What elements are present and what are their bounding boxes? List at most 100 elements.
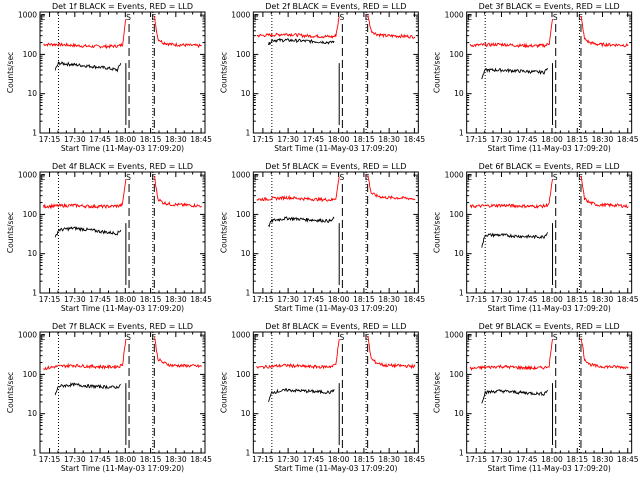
y-tick-label: 1000 xyxy=(18,331,37,340)
y-tick-label: 10 xyxy=(241,249,251,258)
y-tick-label: 10 xyxy=(27,249,37,258)
chart-panel-8: Det 8f BLACK = Events, RED = LLD 1 10 100 10… xyxy=(219,322,425,473)
y-tick-label: 1 xyxy=(459,289,464,298)
chart-panel-4: Det 4f BLACK = Events, RED = LLD 1 10 100 10… xyxy=(6,162,212,313)
event-marker-E: E xyxy=(254,333,259,342)
event-marker-S: S xyxy=(553,333,558,342)
y-tick-label: 1 xyxy=(459,449,464,458)
x-tick-label: 17:15 xyxy=(465,455,487,464)
event-marker-E: E xyxy=(578,173,583,182)
y-tick-label: 1 xyxy=(32,129,37,138)
x-tick-label: 18:15 xyxy=(140,455,162,464)
x-tick-label: 18:15 xyxy=(566,455,588,464)
x-axis-label: Start Time (11-May-03 17:09:20) xyxy=(61,144,184,153)
x-tick-label: 18:45 xyxy=(617,455,639,464)
x-tick-label: 18:00 xyxy=(541,135,563,144)
x-tick-label: 18:30 xyxy=(378,135,400,144)
x-tick-label: 17:30 xyxy=(64,455,86,464)
event-marker-S: S xyxy=(126,333,131,342)
x-tick-label: 17:30 xyxy=(277,135,299,144)
lld-series-line xyxy=(580,338,629,370)
y-axis-label: Counts/sec xyxy=(219,372,228,413)
events-series-line xyxy=(481,389,548,404)
chart-title: Det 3f BLACK = Events, RED = LLD xyxy=(479,2,620,11)
y-tick-label: 1000 xyxy=(445,331,464,340)
lld-series-line xyxy=(580,175,629,209)
x-tick-label: 17:15 xyxy=(465,135,487,144)
x-tick-label: 18:00 xyxy=(328,295,350,304)
event-marker-E: E xyxy=(467,333,472,342)
y-tick-label: 10 xyxy=(454,409,464,418)
x-tick-label: 17:45 xyxy=(303,295,325,304)
event-marker-E: E xyxy=(578,13,583,22)
y-axis-label: Counts/sec xyxy=(6,372,15,413)
x-tick-label: 17:30 xyxy=(64,135,86,144)
plot-frame xyxy=(252,331,419,454)
x-tick-label: 17:45 xyxy=(303,455,325,464)
lld-series-line xyxy=(154,175,202,208)
x-axis-label: Start Time (11-May-03 17:09:20) xyxy=(274,464,397,473)
x-tick-label: 18:15 xyxy=(353,135,375,144)
y-tick-label: 100 xyxy=(23,210,38,219)
x-tick-label: 18:45 xyxy=(404,295,426,304)
chart-title: Det 9f BLACK = Events, RED = LLD xyxy=(479,322,620,331)
event-marker-E: E xyxy=(365,13,370,22)
y-tick-label: 1000 xyxy=(18,11,37,20)
plot-frame xyxy=(39,331,206,454)
lld-series-line xyxy=(367,174,416,201)
x-tick-label: 17:15 xyxy=(252,455,274,464)
x-tick-label: 17:15 xyxy=(252,135,274,144)
events-series-line xyxy=(54,226,122,238)
y-tick-label: 10 xyxy=(27,409,37,418)
event-marker-S: S xyxy=(553,13,558,22)
y-axis-label: Counts/sec xyxy=(433,212,442,253)
chart-title: Det 1f BLACK = Events, RED = LLD xyxy=(52,2,193,11)
x-tick-label: 18:30 xyxy=(165,455,187,464)
x-tick-label: 17:45 xyxy=(89,135,111,144)
x-tick-label: 18:30 xyxy=(378,295,400,304)
y-axis-label: Counts/sec xyxy=(219,52,228,93)
events-series-line xyxy=(481,67,548,80)
lld-series-line xyxy=(154,15,202,49)
plot-frame xyxy=(39,171,206,294)
x-axis-label: Start Time (11-May-03 17:09:20) xyxy=(61,464,184,473)
x-tick-label: 18:15 xyxy=(566,295,588,304)
x-tick-label: 18:30 xyxy=(592,455,614,464)
lld-series-line xyxy=(367,335,416,370)
chart-panel-6: Det 6f BLACK = Events, RED = LLD 1 10 100 10… xyxy=(433,162,639,313)
x-tick-label: 17:15 xyxy=(39,455,61,464)
y-tick-label: 10 xyxy=(241,89,251,98)
y-tick-label: 1 xyxy=(246,129,251,138)
lld-series-line xyxy=(43,338,127,371)
x-tick-label: 17:45 xyxy=(303,135,325,144)
x-tick-label: 17:15 xyxy=(252,295,274,304)
x-axis-label: Start Time (11-May-03 17:09:20) xyxy=(488,144,611,153)
chart-panel-1: Det 1f BLACK = Events, RED = LLD 1 10 100 10… xyxy=(6,2,212,153)
event-marker-E: E xyxy=(41,173,46,182)
x-tick-label: 17:45 xyxy=(89,455,111,464)
event-marker-S: S xyxy=(339,13,344,22)
x-tick-label: 18:30 xyxy=(592,295,614,304)
x-tick-label: 17:30 xyxy=(277,295,299,304)
chart-title: Det 8f BLACK = Events, RED = LLD xyxy=(265,322,406,331)
chart-panel-2: Det 2f BLACK = Events, RED = LLD 1 10 100 10… xyxy=(219,2,425,153)
chart-title: Det 4f BLACK = Events, RED = LLD xyxy=(52,162,193,171)
x-tick-label: 18:00 xyxy=(541,295,563,304)
plot-frame xyxy=(466,11,633,134)
y-tick-label: 100 xyxy=(23,50,38,59)
x-axis-label: Start Time (11-May-03 17:09:20) xyxy=(488,304,611,313)
y-tick-label: 1 xyxy=(459,129,464,138)
x-tick-label: 18:00 xyxy=(114,135,136,144)
x-axis-label: Start Time (11-May-03 17:09:20) xyxy=(488,464,611,473)
y-tick-label: 100 xyxy=(449,50,464,59)
events-series-line xyxy=(481,232,548,248)
event-marker-E: E xyxy=(467,13,472,22)
x-tick-label: 18:15 xyxy=(353,455,375,464)
x-tick-label: 18:00 xyxy=(328,135,350,144)
lld-series-line xyxy=(469,338,553,372)
y-tick-label: 10 xyxy=(454,89,464,98)
event-marker-S: S xyxy=(126,13,131,22)
y-tick-label: 1 xyxy=(32,449,37,458)
x-axis-label: Start Time (11-May-03 17:09:20) xyxy=(274,304,397,313)
